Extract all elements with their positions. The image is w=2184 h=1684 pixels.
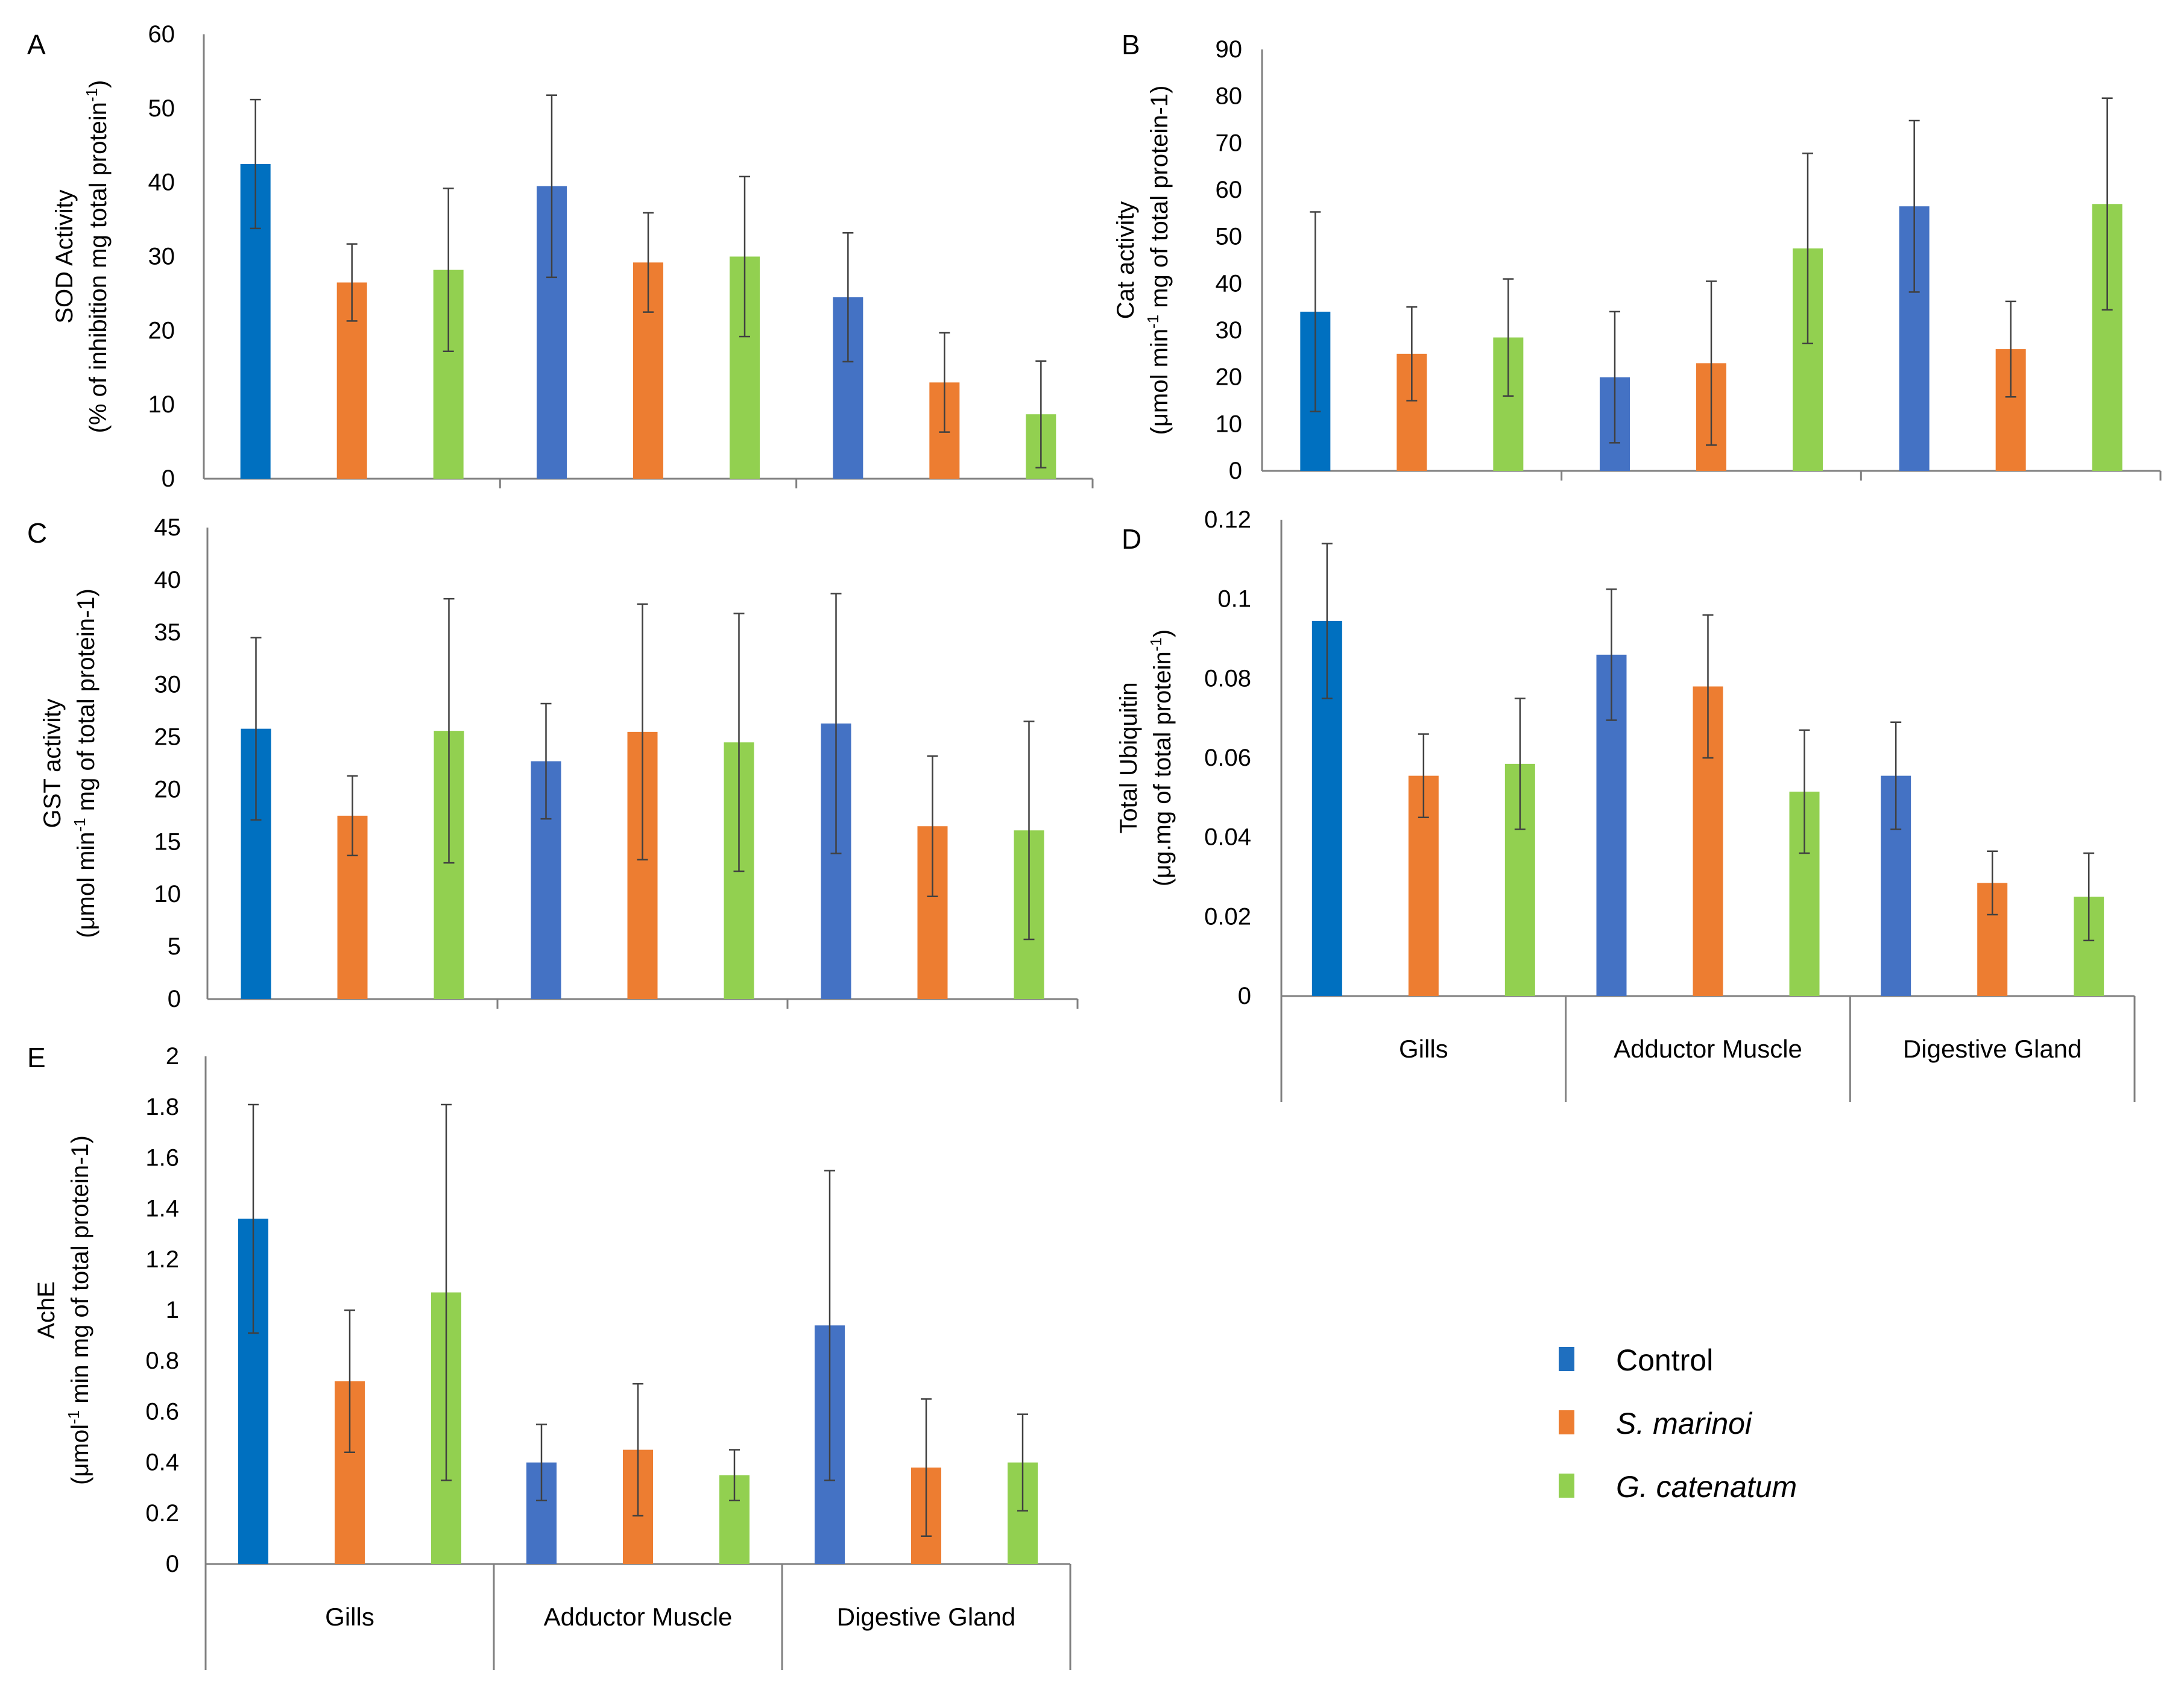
- y-axis-label-line: (μmol min-1 mg of total protein-1): [71, 588, 99, 938]
- legend-label: S. marinoi: [1616, 1407, 1753, 1440]
- y-tick-label: 1: [166, 1297, 179, 1323]
- panel-label: E: [27, 1042, 46, 1073]
- y-tick-label: 0: [1229, 458, 1242, 484]
- category-label: Adductor Muscle: [1614, 1035, 1802, 1063]
- chart-panel-B: B 0 10 20 30 40 50 60 70 80 90: [1122, 29, 2162, 484]
- panel-label: C: [27, 517, 47, 549]
- y-tick-label: 60: [148, 21, 175, 48]
- category-label: Gills: [325, 1603, 374, 1631]
- y-tick-label: 20: [148, 317, 175, 344]
- y-tick-label: 0: [168, 986, 181, 1012]
- y-tick-label: 0.1: [1217, 586, 1251, 613]
- category-label: Digestive Gland: [1903, 1035, 2081, 1063]
- y-tick-label: 20: [1216, 364, 1243, 391]
- y-tick-label: 90: [1216, 36, 1243, 63]
- y-axis-label-line: (μg.mg of total protein-1): [1147, 629, 1176, 886]
- y-tick-label: 10: [1216, 411, 1243, 437]
- y-tick-label: 1.6: [145, 1144, 179, 1171]
- y-tick-label: 30: [1216, 317, 1243, 344]
- y-tick-label: 0.06: [1204, 745, 1251, 771]
- panel-label: B: [1122, 29, 1140, 60]
- legend-swatch: [1559, 1474, 1574, 1498]
- y-axis-label-line: (% of inhibition mg total protein-1): [83, 80, 112, 434]
- y-tick-label: 0.08: [1204, 665, 1251, 692]
- legend: Control S. marinoi G. catenatum: [1559, 1343, 1797, 1504]
- y-tick-label: 30: [148, 244, 175, 270]
- y-tick-label: 0.12: [1204, 506, 1251, 533]
- y-tick-label: 0: [1238, 983, 1251, 1009]
- category-label: Gills: [1399, 1035, 1448, 1063]
- y-axis-label-line: Total Ubiquitin: [1116, 682, 1142, 833]
- y-axis-label-B: Cat activity(μmol min-1 mg of total prot…: [1113, 86, 1173, 435]
- legend-label: Control: [1616, 1343, 1713, 1377]
- y-axis-label-C: GST activity(μmol min-1 mg of total prot…: [39, 588, 99, 938]
- y-tick-label: 50: [1216, 224, 1243, 250]
- legend-swatch: [1559, 1410, 1574, 1434]
- y-tick-label: 1.4: [145, 1196, 179, 1222]
- y-axis-label-D: Total Ubiquitin (μg.mg of total protein-1…: [1116, 629, 1176, 886]
- y-tick-label: 0: [162, 465, 175, 492]
- y-axis-label-line: Cat activity: [1113, 201, 1139, 320]
- panel-label: D: [1122, 523, 1141, 555]
- y-axis-label-A: SOD Activity (% of inhibition mg total pr…: [51, 80, 112, 434]
- y-tick-label: 1.2: [145, 1246, 179, 1273]
- y-axis-label-line: GST activity: [39, 699, 66, 828]
- y-tick-label: 80: [1216, 83, 1243, 110]
- y-tick-label: 45: [154, 514, 181, 541]
- y-tick-label: 0: [166, 1551, 179, 1577]
- panel-label: A: [27, 29, 46, 60]
- y-tick-label: 40: [154, 567, 181, 593]
- y-tick-label: 10: [148, 391, 175, 418]
- y-tick-label: 40: [148, 169, 175, 196]
- y-tick-label: 60: [1216, 177, 1243, 203]
- y-axis-label-line: (μmol-1 min mg of total protein-1): [65, 1135, 93, 1485]
- y-tick-label: 50: [148, 95, 175, 122]
- y-tick-label: 25: [154, 724, 181, 751]
- y-axis-label-line: AchE: [33, 1281, 60, 1339]
- legend-label: G. catenatum: [1616, 1470, 1797, 1504]
- y-tick-label: 15: [154, 828, 181, 855]
- legend-swatch: [1559, 1347, 1574, 1371]
- y-tick-label: 0.8: [145, 1348, 179, 1374]
- y-tick-label: 1.8: [145, 1094, 179, 1120]
- category-label: Adductor Muscle: [544, 1603, 733, 1631]
- y-tick-label: 5: [168, 933, 181, 960]
- y-axis-label-line: SOD Activity: [51, 189, 78, 323]
- y-tick-label: 40: [1216, 270, 1243, 297]
- y-tick-label: 10: [154, 881, 181, 907]
- chart-panel-E: E 0 0.2 0.4 0.6 0.8 1 1.2 1.4 1.6 1.8 2 Gills Adducto…: [27, 1042, 1071, 1670]
- y-tick-label: 0.02: [1204, 903, 1251, 930]
- chart-panel-A: A 0 10 20 30 40 50 60: [27, 21, 1094, 492]
- chart-panel-D: D 0 0.02 0.04 0.06 0.08 0.1 0.12 Gills Adductor M…: [1122, 506, 2136, 1102]
- y-tick-label: 0.04: [1204, 824, 1251, 851]
- y-tick-label: 30: [154, 672, 181, 698]
- category-label: Digestive Gland: [837, 1603, 1015, 1631]
- y-tick-label: 20: [154, 776, 181, 803]
- y-tick-label: 0.6: [145, 1398, 179, 1425]
- y-axis-label-E: AchE(μmol-1 min mg of total protein-1): [33, 1135, 93, 1485]
- y-axis-label-line: (μmol min-1 mg of total protein-1): [1144, 86, 1173, 435]
- y-tick-label: 35: [154, 619, 181, 646]
- y-tick-label: 2: [166, 1043, 179, 1070]
- y-tick-label: 0.4: [145, 1449, 179, 1476]
- chart-panel-C: C 0 5 10 15 20 25 30 35 40 45: [27, 514, 1079, 1012]
- y-tick-label: 0.2: [145, 1500, 179, 1527]
- y-tick-label: 70: [1216, 130, 1243, 156]
